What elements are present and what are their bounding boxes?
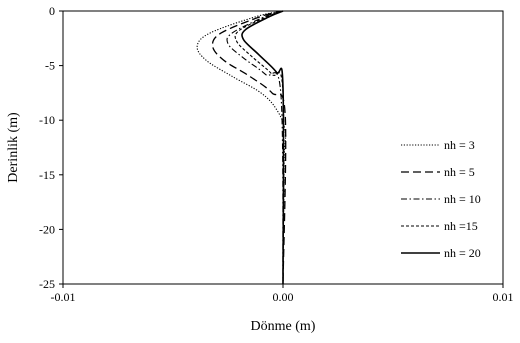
x-axis-title: Dönme (m) [251, 319, 316, 334]
x-tick-label: -0.01 [51, 290, 76, 304]
x-tick-label: 0.01 [493, 290, 514, 304]
y-tick-label: 0 [49, 4, 55, 18]
y-tick-label: -20 [39, 222, 55, 236]
axes-group: -0.01 0.00 0.01 0 -5 -10 -15 -20 -25 [39, 4, 514, 304]
series-line-2 [211, 10, 287, 285]
legend-label: nh = 20 [444, 246, 481, 260]
y-axis-title: Derinlik (m) [6, 112, 21, 183]
y-tick-label: -10 [39, 113, 55, 127]
series-group [196, 10, 287, 285]
series-line-1 [196, 10, 287, 285]
y-tick-label: -15 [39, 168, 55, 182]
x-tick-label: 0.00 [273, 290, 294, 304]
series-line-5 [241, 10, 285, 285]
y-tick-label: -25 [39, 277, 55, 291]
legend-label: nh = 10 [444, 192, 481, 206]
legend-label: nh =15 [444, 219, 478, 233]
legend: nh = 3 nh = 5 nh = 10 nh =15 nh = 20 [401, 138, 481, 260]
series-line-3 [226, 10, 284, 285]
series-line-4 [234, 10, 285, 285]
y-tick-label: -5 [45, 59, 55, 73]
legend-label: nh = 3 [444, 138, 475, 152]
legend-label: nh = 5 [444, 165, 475, 179]
